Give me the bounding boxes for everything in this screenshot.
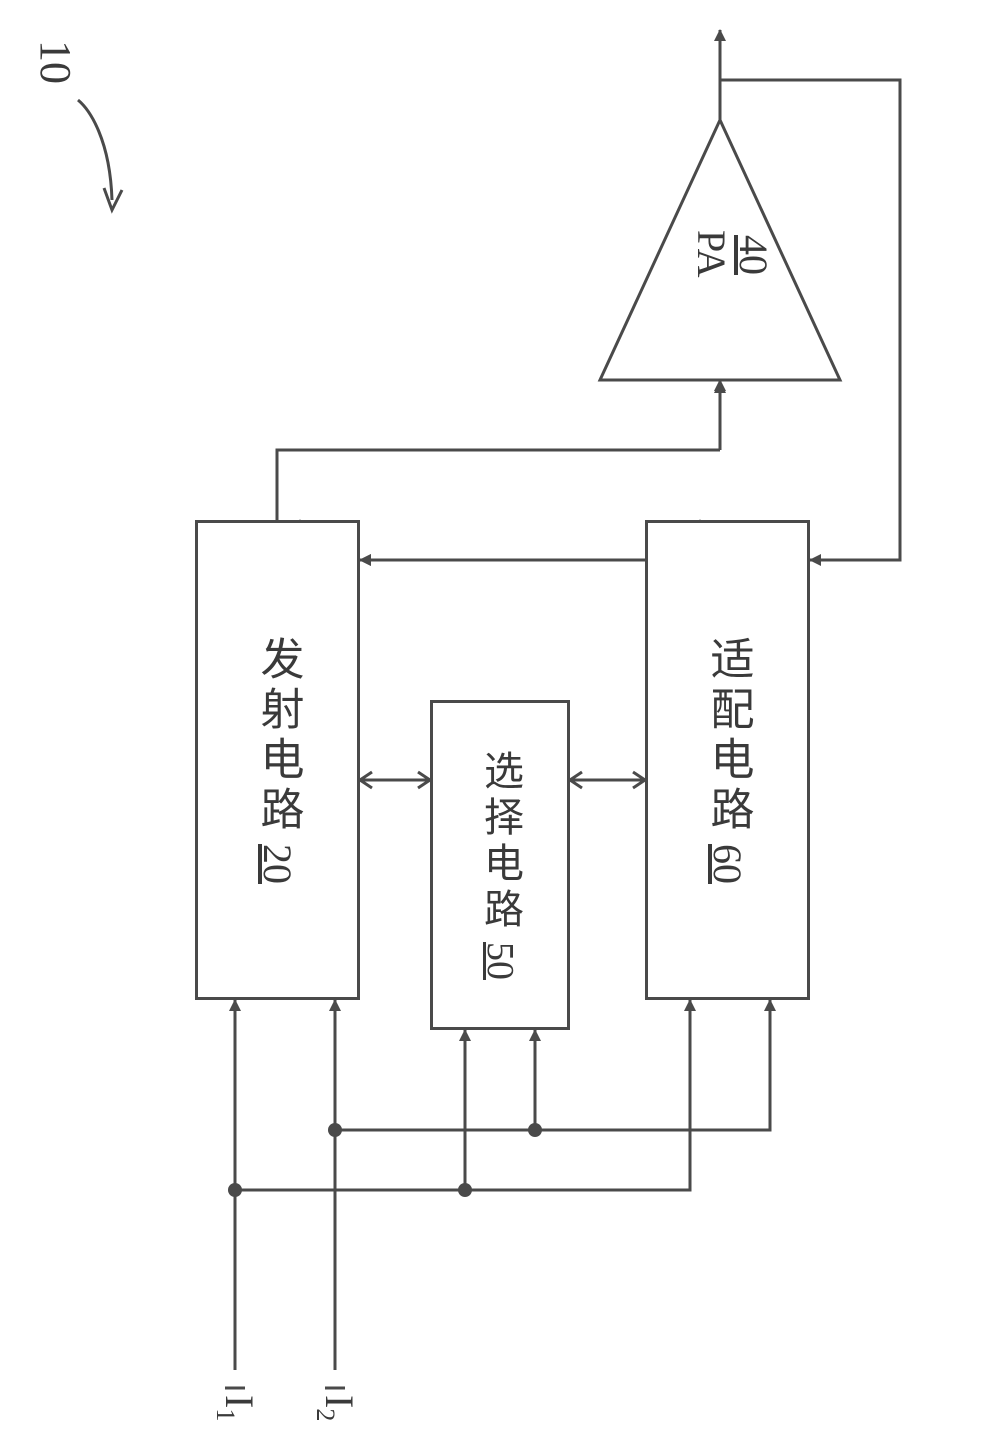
- block-adapt-60: 适配电路 60: [645, 520, 810, 1000]
- block-adapt-num: 60: [704, 844, 751, 884]
- input-i1-label: I1: [210, 1395, 263, 1421]
- pa-num: 40: [730, 235, 777, 275]
- diagram-canvas: 10: [0, 0, 984, 1432]
- block-sel-50: 选择电路 50: [430, 700, 570, 1030]
- block-adapt-label: 适配电路: [696, 636, 760, 836]
- block-tx-num: 20: [254, 844, 301, 884]
- block-tx-20: 发射电路 20: [195, 520, 360, 1000]
- block-sel-num: 50: [478, 942, 522, 980]
- input-i2-label: I2: [310, 1395, 363, 1421]
- pa-label: PA: [688, 230, 735, 277]
- block-sel-label: 选择电路: [471, 750, 529, 934]
- block-tx-label: 发射电路: [246, 636, 310, 836]
